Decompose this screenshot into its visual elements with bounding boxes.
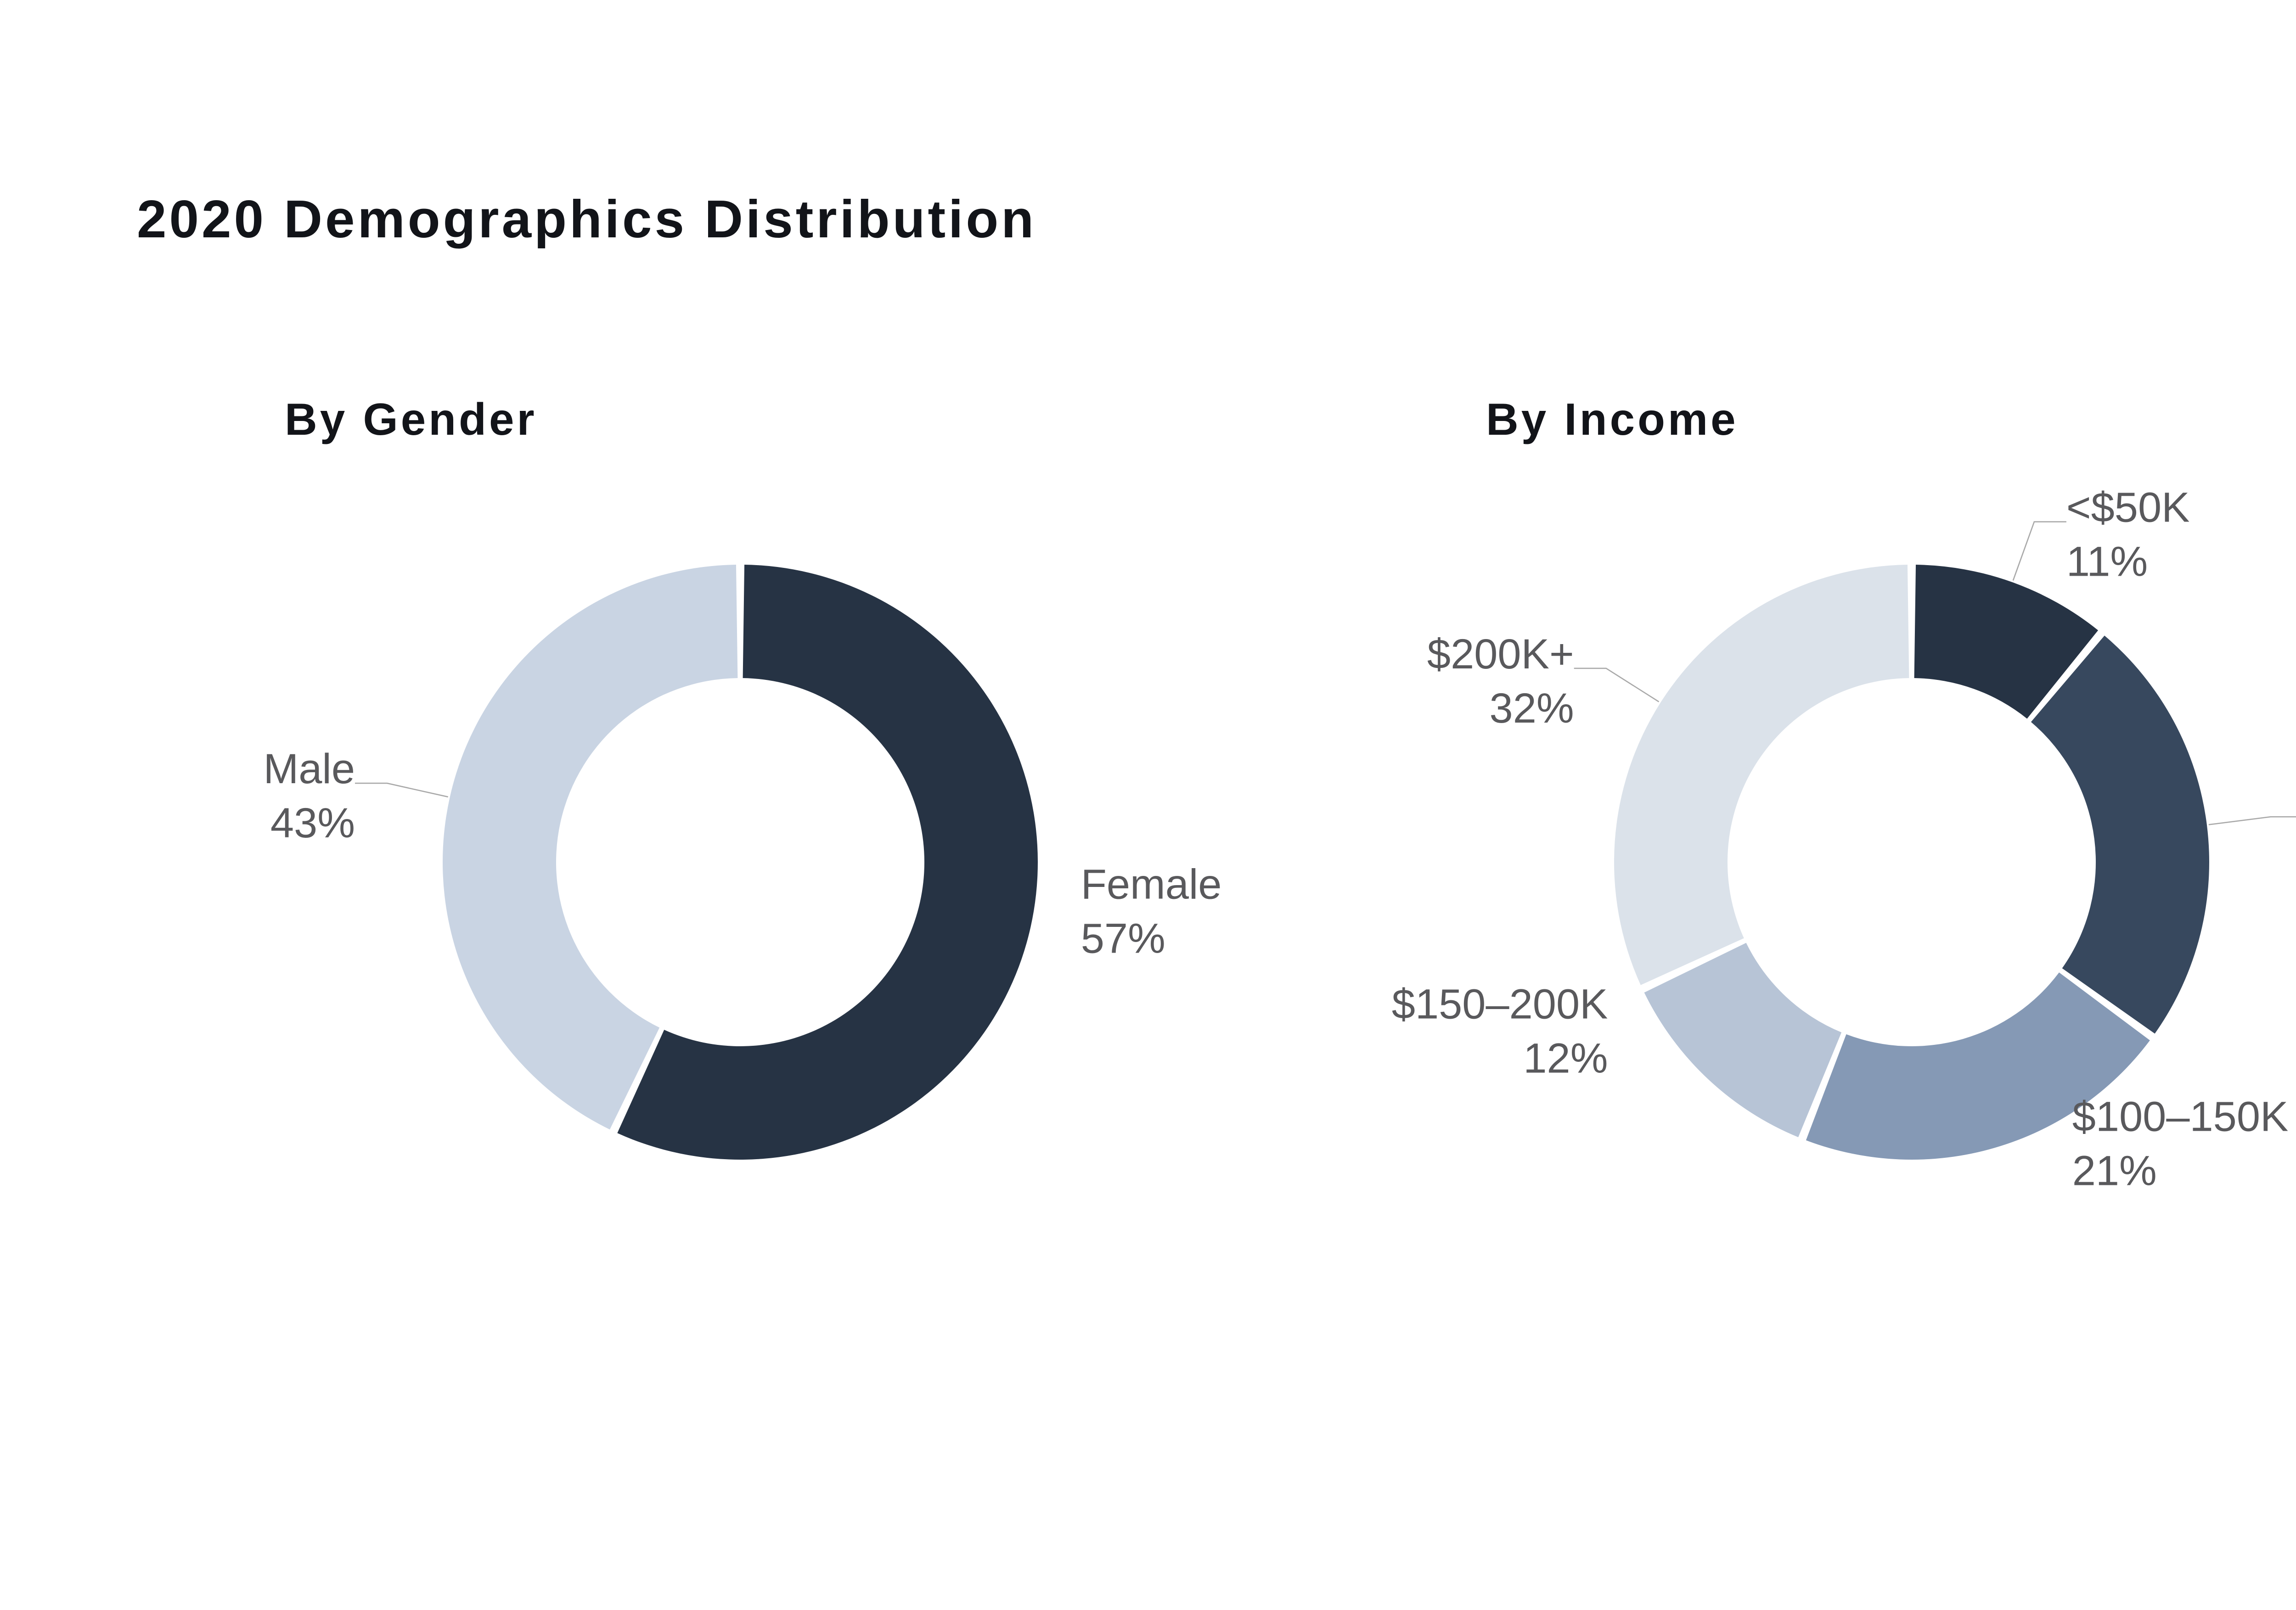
svg-text:11%: 11% xyxy=(2066,539,2148,585)
svg-text:$150–200K: $150–200K xyxy=(1392,981,1608,1028)
svg-text:$200K+: $200K+ xyxy=(1427,631,1574,678)
svg-text:32%: 32% xyxy=(1490,685,1574,732)
svg-text:43%: 43% xyxy=(270,800,355,847)
svg-text:21%: 21% xyxy=(2072,1148,2157,1195)
svg-text:$100–150K: $100–150K xyxy=(2072,1094,2289,1140)
svg-text:Female: Female xyxy=(1081,861,1222,908)
svg-text:57%: 57% xyxy=(1081,915,1165,962)
svg-text:12%: 12% xyxy=(1523,1035,1608,1082)
svg-text:Male: Male xyxy=(264,746,355,792)
svg-text:<$50K: <$50K xyxy=(2066,484,2190,531)
